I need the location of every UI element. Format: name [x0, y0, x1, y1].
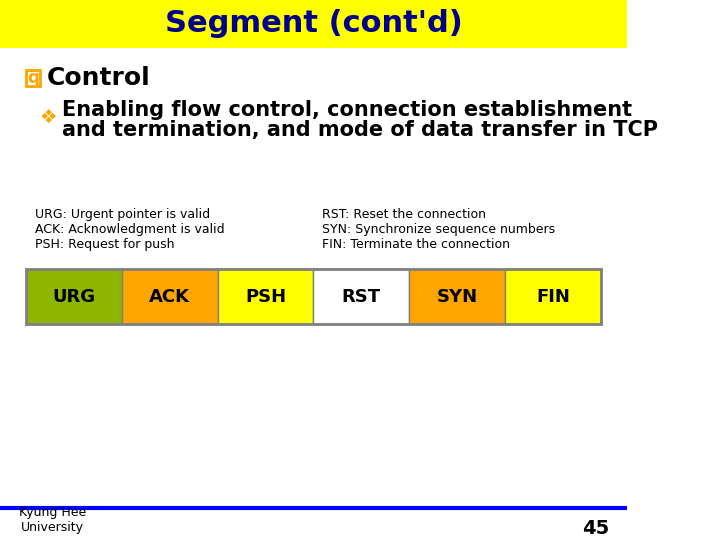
- FancyBboxPatch shape: [122, 269, 217, 324]
- Text: URG: URG: [53, 287, 96, 306]
- FancyBboxPatch shape: [26, 269, 122, 324]
- Text: Control: Control: [47, 66, 150, 90]
- Text: ACK: ACK: [149, 287, 190, 306]
- Text: Segment (cont'd): Segment (cont'd): [165, 9, 462, 38]
- Text: FIN: FIN: [536, 287, 570, 306]
- Text: SYN: Synchronize sequence numbers: SYN: Synchronize sequence numbers: [322, 222, 555, 236]
- Text: FIN: Terminate the connection: FIN: Terminate the connection: [322, 238, 510, 251]
- Text: SYN: SYN: [436, 287, 478, 306]
- Text: Enabling flow control, connection establishment: Enabling flow control, connection establ…: [62, 100, 632, 120]
- Text: PSH: Request for push: PSH: Request for push: [35, 238, 174, 251]
- Text: and termination, and mode of data transfer in TCP: and termination, and mode of data transf…: [62, 119, 658, 139]
- FancyBboxPatch shape: [0, 0, 627, 48]
- Text: Kyung Hee
University: Kyung Hee University: [19, 507, 86, 534]
- Text: URG: Urgent pointer is valid: URG: Urgent pointer is valid: [35, 208, 210, 221]
- Text: ACK: Acknowledgment is valid: ACK: Acknowledgment is valid: [35, 222, 225, 236]
- Text: RST: RST: [342, 287, 381, 306]
- FancyBboxPatch shape: [313, 269, 409, 324]
- FancyBboxPatch shape: [409, 269, 505, 324]
- Text: PSH: PSH: [245, 287, 286, 306]
- Text: ❖: ❖: [39, 108, 57, 127]
- Text: q: q: [27, 69, 39, 87]
- Text: RST: Reset the connection: RST: Reset the connection: [322, 208, 486, 221]
- Text: 45: 45: [582, 519, 610, 538]
- FancyBboxPatch shape: [505, 269, 601, 324]
- FancyBboxPatch shape: [26, 70, 40, 86]
- FancyBboxPatch shape: [217, 269, 313, 324]
